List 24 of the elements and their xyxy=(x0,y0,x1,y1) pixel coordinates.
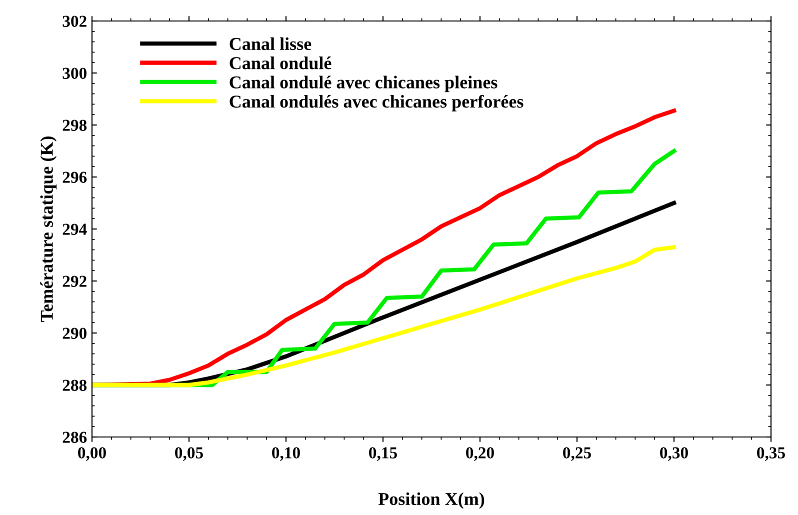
y-tick-label: 302 xyxy=(62,16,86,27)
x-tick-label: 0,25 xyxy=(563,447,591,461)
x-tick-label: 0,15 xyxy=(369,447,397,461)
y-tick-label: 294 xyxy=(62,224,87,235)
legend-label: Canal ondulé xyxy=(230,56,332,70)
legend-label: Canal ondulé avec chicanes pleines xyxy=(230,76,498,92)
y-tick-label: 290 xyxy=(62,328,87,339)
y-tick-label: 296 xyxy=(62,172,87,183)
y-tick-label: 298 xyxy=(62,120,87,131)
legend-label: Canal ondulés avec chicanes perforées xyxy=(230,94,524,112)
line-series xyxy=(92,245,676,388)
x-tick-label: 0,00 xyxy=(78,447,106,461)
x-tick-label: 0,10 xyxy=(272,447,300,461)
y-tick-label: 288 xyxy=(62,380,87,391)
x-tick-label: 0,35 xyxy=(757,447,785,461)
x-tick-label: 0,30 xyxy=(660,447,688,461)
x-tick-label: 0,20 xyxy=(466,447,494,461)
y-tick-label: 286 xyxy=(62,432,87,443)
x-axis-title: Position X(m) xyxy=(378,492,484,509)
x-tick-label: 0,05 xyxy=(175,447,203,461)
y-tick-label: 292 xyxy=(62,276,86,287)
y-tick-label: 300 xyxy=(62,68,87,79)
legend-label: Canal lisse xyxy=(230,37,312,50)
y-axis-title: Temérature statique (K) xyxy=(40,136,57,322)
